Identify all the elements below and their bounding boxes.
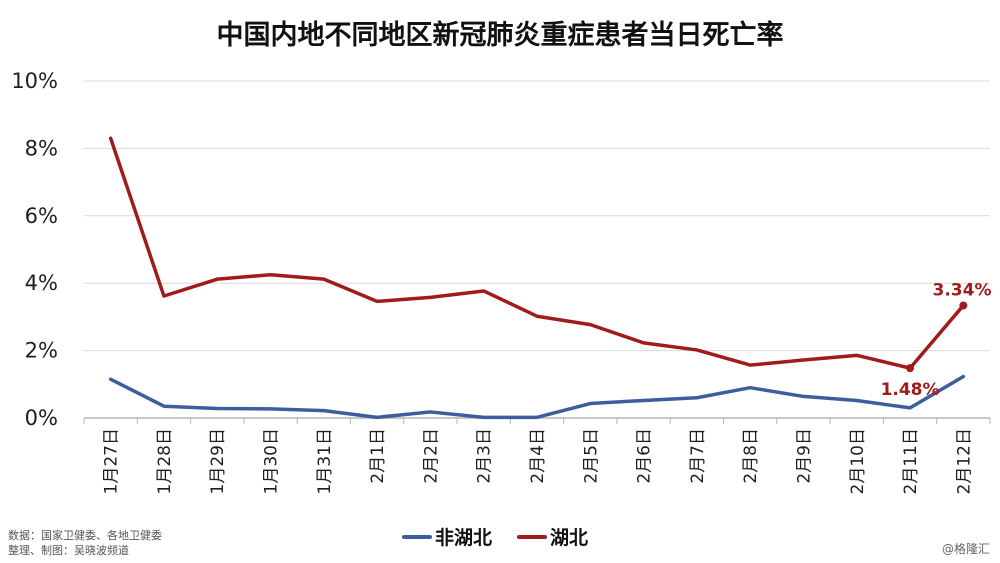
data-label: 3.34% <box>933 280 992 300</box>
x-tick-label: 2月5日 <box>581 428 601 484</box>
chart-title: 中国内地不同地区新冠肺炎重症患者当日死亡率 <box>217 19 784 51</box>
x-tick-label: 2月6日 <box>635 428 655 484</box>
x-tick-label: 2月10日 <box>848 428 868 494</box>
y-tick-label: 8% <box>25 136 58 160</box>
watermark: @格隆汇 <box>942 541 990 556</box>
x-tick-label: 2月1日 <box>368 428 388 484</box>
series-line-湖北 <box>108 136 966 370</box>
x-tick-label: 2月3日 <box>475 428 495 484</box>
data-point-marker <box>959 301 968 310</box>
x-tick-label: 2月12日 <box>954 428 974 494</box>
x-tick-label: 2月7日 <box>688 428 708 484</box>
legend-label: 非湖北 <box>435 527 492 549</box>
y-axis: 0% 2% 4% 6% 8% 10% <box>11 69 58 430</box>
x-tick-label: 1月31日 <box>315 428 335 494</box>
x-tick-label: 2月2日 <box>421 428 441 484</box>
x-tick-label: 2月11日 <box>901 428 921 494</box>
y-tick-label: 6% <box>25 204 58 228</box>
x-tick-label: 2月4日 <box>528 428 548 484</box>
y-tick-label: 2% <box>25 339 58 363</box>
series-line-非湖北 <box>108 374 966 420</box>
x-tick-label: 1月29日 <box>208 428 228 494</box>
source-note-line2: 整理、制图：吴晓波频道 <box>8 543 129 557</box>
y-tick-label: 10% <box>11 69 58 93</box>
x-tick-label: 2月9日 <box>794 428 814 484</box>
series-layer <box>108 136 966 420</box>
x-tick-label: 2月8日 <box>741 428 761 484</box>
x-tick-label: 1月28日 <box>155 428 175 494</box>
y-tick-label: 0% <box>25 406 58 430</box>
x-axis: 1月27日 1月28日 1月29日 1月30日 1月31日 2月1日 2月2日 2月3日 2月4… <box>83 418 991 494</box>
legend-label: 湖北 <box>550 527 588 549</box>
data-point-marker <box>906 364 915 373</box>
annotations-layer: 1.48% 3.34% <box>881 280 992 400</box>
x-tick-label: 1月30日 <box>262 428 282 494</box>
data-label: 1.48% <box>881 380 940 400</box>
y-tick-label: 4% <box>25 271 58 295</box>
source-note-line1: 数据：国家卫健委、各地卫健委 <box>8 528 162 542</box>
x-tick-label: 1月27日 <box>102 428 122 494</box>
legend: 非湖北 湖北 <box>402 527 588 549</box>
gridlines <box>84 80 990 419</box>
